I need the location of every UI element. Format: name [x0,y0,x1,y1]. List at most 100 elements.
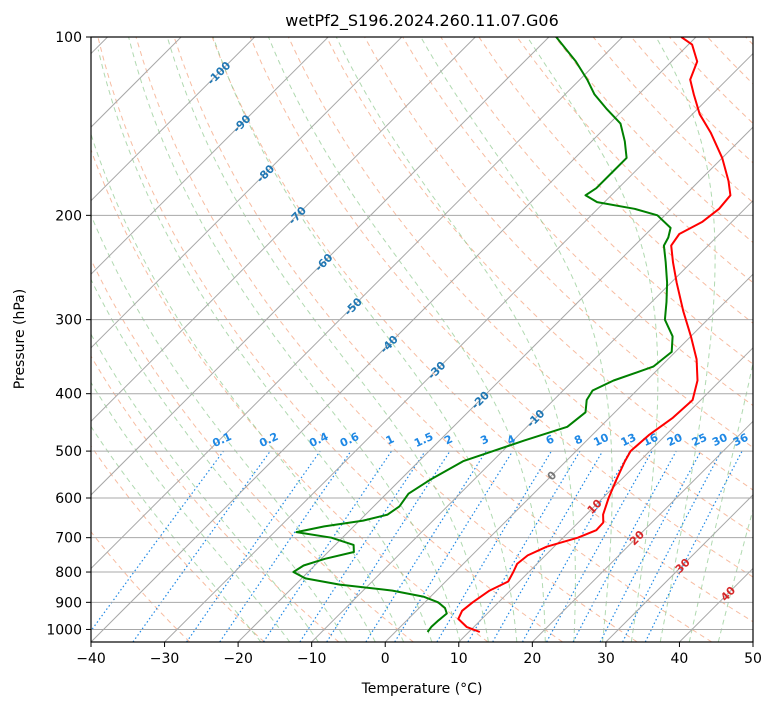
y-tick-label: 800 [55,565,82,581]
isotherm-line [605,494,753,642]
moist-adiabat-line [688,361,753,642]
dry-adiabat-line [91,148,489,642]
mixing-ratio-labels: 0.1 0.2 0.4 0.6 1 1.5 2 3 4 6 8 10 13 16 20 25 30 36 [210,430,750,450]
dry-adiabat-line [440,37,753,365]
mixing-ratio-label: 1.5 [412,430,435,450]
y-tick-label: 900 [55,595,82,611]
y-tick-label: 1000 [46,622,82,638]
isotherm-line [458,347,753,642]
mixing-ratio-line [132,450,271,642]
moist-adiabat-line [268,37,546,642]
mixing-ratio-label: 36 [731,431,751,449]
moist-adiabat-line [526,37,659,642]
moist-adiabat-line [128,37,461,642]
mixing-ratio-label: 0.6 [338,430,361,450]
moist-adiabat-line [717,507,753,642]
y-tick-label: 600 [55,491,82,507]
mixing-ratio-label: 0.2 [257,430,280,450]
mixing-ratio-label: 3 [478,432,490,447]
moist-adiabat-line [97,49,433,642]
y-tick-label: 100 [55,30,82,46]
y-tick-label: 300 [55,313,82,329]
dry-adiabat-line [91,355,340,642]
mixing-ratio-label: 0.1 [210,430,233,450]
mixing-ratio-line [644,450,743,642]
x-axis-title: Temperature (°C) [361,681,483,697]
x-tick-label: 20 [523,651,541,667]
mixing-ratio-line [186,450,321,642]
isotherm-line [311,199,753,642]
isotherm-line [91,37,623,570]
mixing-ratio-line [436,450,553,642]
x-tick-label: 30 [597,651,615,667]
isotherm-line [91,37,697,642]
mixing-ratio-line [572,450,677,642]
x-tick-label: 0 [381,651,390,667]
mixing-ratio-label: 16 [641,431,661,449]
dry-adiabat-line [516,37,753,284]
y-tick-label: 500 [55,444,82,460]
dry-adiabat-line [97,37,563,642]
y-tick-label: 400 [55,387,82,403]
y-axis: 100 200 300 400 500 600 700 800 900 1000 [46,30,91,638]
profile-series [292,37,732,633]
mixing-ratio-label: 1 [384,432,396,447]
mixing-ratio-line [262,450,392,642]
chart-title: wetPf2_S196.2024.260.11.07.G06 [285,11,559,31]
moist-adiabat-line [335,37,576,642]
isotherm-line [237,126,753,642]
dry-adiabat-line [592,37,753,204]
mixing-ratio-line [521,450,631,642]
mixing-ratio-line [394,450,514,642]
x-axis: −40 −30 −20 −10 0 10 20 30 40 50 [76,642,762,667]
isotherm-line [91,37,403,349]
moist-adiabat-line [91,278,348,642]
moist-adiabat-line [91,213,376,642]
isotherm-label: -50 [342,295,365,318]
dry-adiabat-line [478,37,753,324]
dry-adiabat-line [745,37,753,46]
isotherm-label: -20 [469,389,492,412]
dewpoint-line [292,37,674,633]
isotherm-line [91,37,476,423]
isotherm-label: -10 [524,407,547,430]
mixing-ratio-line [599,450,702,642]
mixing-ratio-label: 30 [710,431,730,449]
mixing-ratio-label: 20 [665,431,685,449]
background-lines [91,37,753,642]
dry-adiabat-line [249,37,753,578]
mixing-ratio-line [326,450,451,642]
x-tick-label: 50 [744,651,762,667]
moist-adiabat-line [655,37,716,642]
plot-frame [90,36,754,643]
mixing-ratio-label: 13 [619,431,638,449]
isotherm-line [91,37,550,496]
x-tick-label: 40 [671,651,689,667]
temperature-line [457,37,732,633]
isotherm-label: -70 [286,204,309,227]
x-tick-label: −20 [223,651,253,667]
moist-adiabat-line [212,37,518,642]
mixing-ratio-label: 25 [690,431,709,449]
y-tick-label: 200 [55,208,82,224]
dry-adiabat-line [211,37,753,623]
mixing-ratio-label: 2 [442,432,454,447]
moist-adiabat-line [166,37,489,642]
grid-lines [91,37,753,642]
moist-adiabat-line [420,37,613,642]
isotherm-line [531,420,753,642]
mixing-ratio-label: 8 [572,432,584,447]
isotherm-line [91,37,329,275]
dry-adiabat-line [707,37,753,85]
y-tick-label: 700 [55,531,82,547]
isotherm-label: 20 [627,528,647,548]
isotherm-line [91,37,256,202]
mixing-ratio-line [467,450,581,642]
dry-adiabat-line [402,37,753,407]
moist-adiabat-line [91,425,262,642]
y-axis-title: Pressure (hPa) [12,289,28,389]
isotherm-line [679,567,753,642]
moist-adiabat-line [91,132,405,642]
moist-adiabat-line [91,381,291,642]
